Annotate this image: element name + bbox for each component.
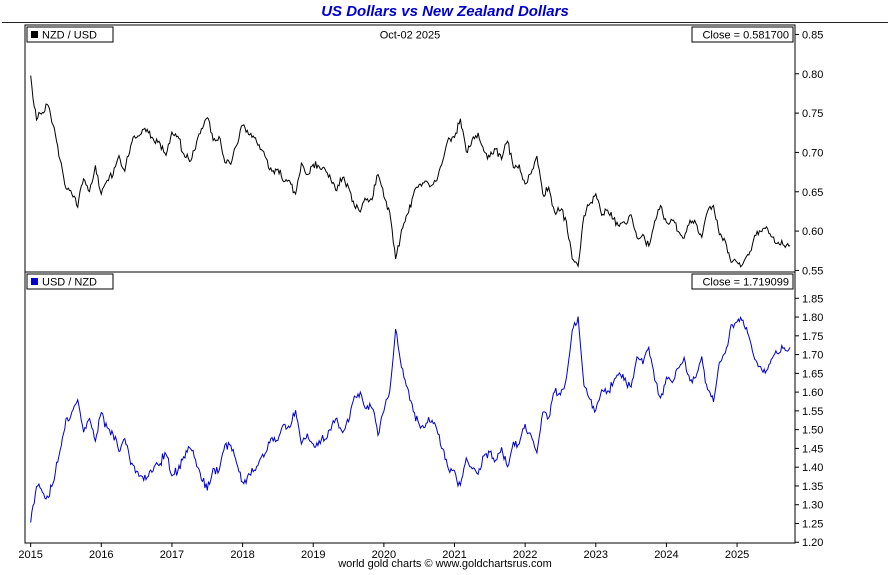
- chart-footer: world gold charts © www.goldchartsrus.co…: [338, 558, 552, 570]
- x-axis-tick-label: 2018: [230, 549, 254, 561]
- legend-marker-icon: [31, 31, 38, 38]
- close-label-top: Close = 0.581700: [702, 30, 789, 42]
- x-axis-tick-label: 2025: [725, 549, 749, 561]
- y-axis-tick-label: 1.50: [802, 425, 823, 437]
- y-axis-tick-label: 1.60: [802, 387, 823, 399]
- x-axis-tick-label: 2021: [442, 549, 466, 561]
- y-axis-tick-label: 0.85: [802, 29, 823, 41]
- y-axis-tick-label: 0.80: [802, 69, 823, 81]
- y-axis-tick-label: 1.20: [802, 537, 823, 549]
- x-axis-tick-label: 2023: [584, 549, 608, 561]
- close-box-bottom: [691, 273, 794, 290]
- x-axis-tick-label: 2016: [89, 549, 113, 561]
- legend-box-bottom: [26, 273, 114, 290]
- chart-title: US Dollars vs New Zealand Dollars: [321, 3, 569, 20]
- y-axis-tick-label: 1.30: [802, 500, 823, 512]
- panel-border-bottom: [24, 271, 796, 544]
- x-axis-tick-label: 2019: [301, 549, 325, 561]
- date-label: Oct-02 2025: [380, 30, 441, 42]
- series-line-bottom: [30, 315, 791, 523]
- y-axis-tick-label: 1.40: [802, 462, 823, 474]
- x-axis-tick-label: 2015: [18, 549, 42, 561]
- legend-box-top: [26, 26, 114, 43]
- y-axis-tick-label: 1.55: [802, 406, 823, 418]
- y-axis-tick-label: 1.25: [802, 518, 823, 530]
- x-axis-tick-label: 2020: [372, 549, 396, 561]
- y-axis-tick-label: 0.55: [802, 265, 823, 277]
- y-axis-tick-label: 1.45: [802, 443, 823, 455]
- close-box-top: [691, 26, 794, 43]
- legend-label-bottom: USD / NZD: [42, 277, 97, 289]
- x-axis-tick-label: 2024: [654, 549, 678, 561]
- y-axis-tick-label: 0.70: [802, 147, 823, 159]
- x-axis-tick-label: 2022: [513, 549, 537, 561]
- panel-border-top: [24, 24, 796, 273]
- y-axis-tick-label: 0.75: [802, 108, 823, 120]
- close-label-bottom: Close = 1.719099: [702, 277, 789, 289]
- y-axis-tick-label: 1.80: [802, 312, 823, 324]
- y-axis-tick-label: 1.75: [802, 331, 823, 343]
- y-axis-tick-label: 0.65: [802, 187, 823, 199]
- y-axis-tick-label: 0.60: [802, 226, 823, 238]
- legend-label-top: NZD / USD: [42, 30, 97, 42]
- y-axis-tick-label: 1.35: [802, 481, 823, 493]
- y-axis-tick-label: 1.65: [802, 368, 823, 380]
- legend-marker-icon: [31, 278, 38, 285]
- y-axis-tick-label: 1.85: [802, 293, 823, 305]
- y-axis-tick-label: 1.70: [802, 350, 823, 362]
- series-line-top: [30, 75, 791, 269]
- x-axis-tick-label: 2017: [160, 549, 184, 561]
